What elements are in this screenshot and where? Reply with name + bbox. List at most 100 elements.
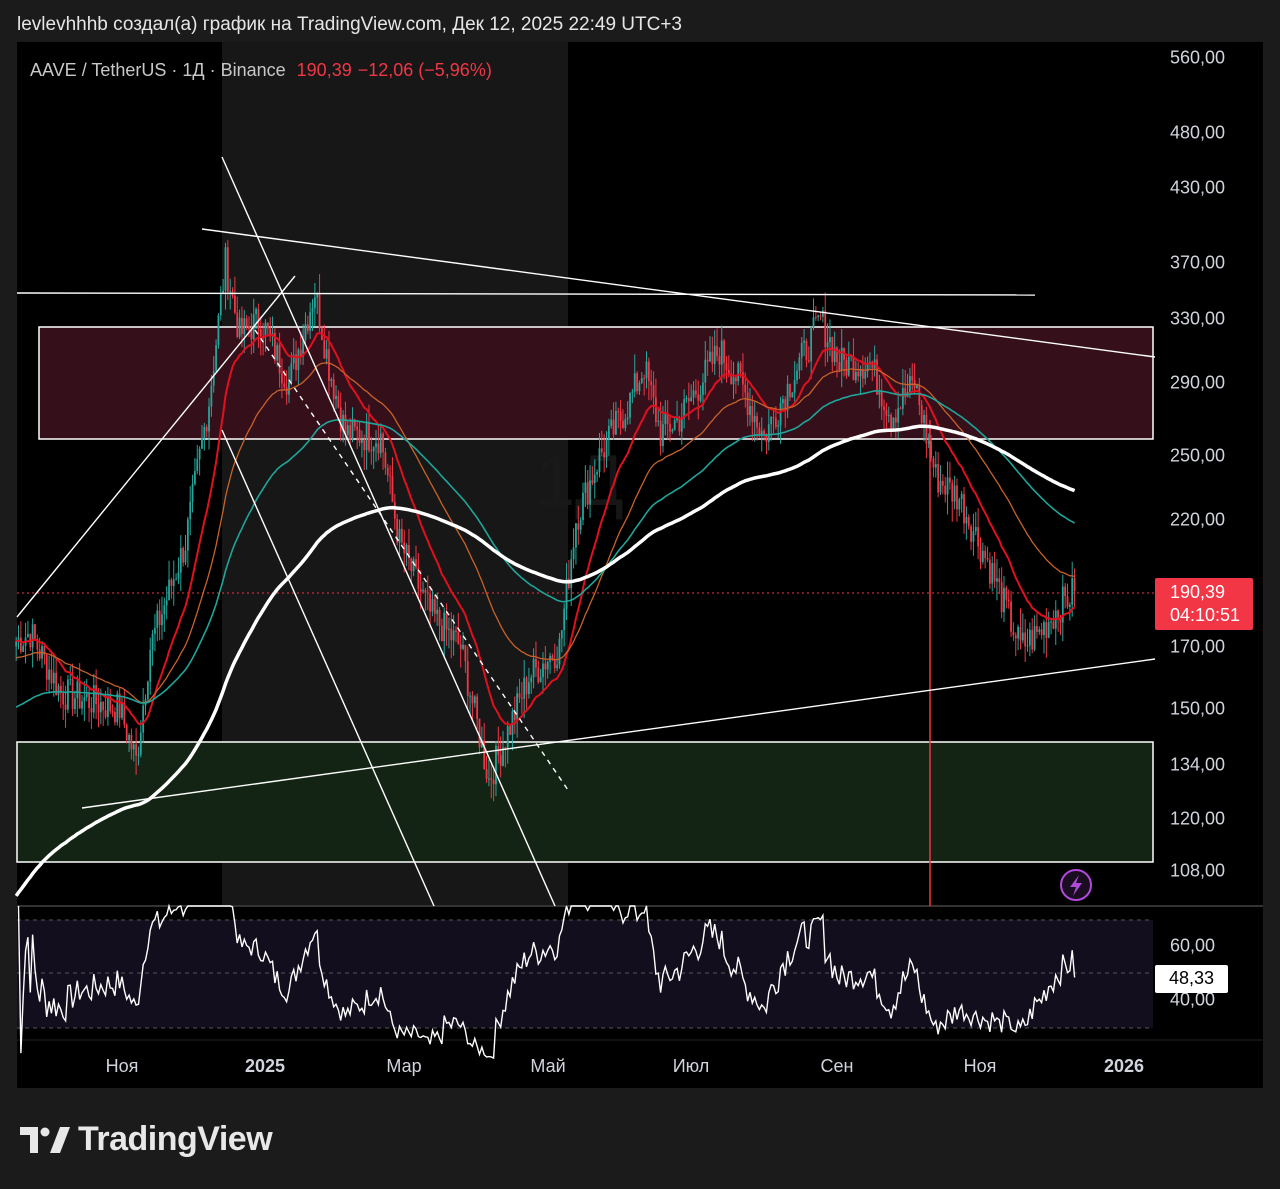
candle [751, 405, 754, 423]
candle [953, 485, 956, 502]
candle [1064, 586, 1067, 597]
candle [607, 425, 610, 440]
candle [986, 557, 989, 560]
candle [518, 693, 521, 698]
candle [814, 317, 817, 319]
candle [560, 630, 563, 639]
candle [737, 363, 740, 382]
candle [779, 403, 782, 426]
candle [386, 467, 389, 476]
candle [1033, 626, 1036, 650]
candle [455, 630, 457, 633]
lightning-icon[interactable] [1060, 869, 1092, 901]
candle [965, 517, 968, 524]
candle [328, 349, 330, 381]
candle [765, 434, 768, 443]
candle [530, 677, 533, 683]
resistance-zone [38, 326, 1154, 440]
candle [758, 427, 761, 436]
candle [76, 681, 79, 699]
candle [894, 417, 897, 423]
candle [786, 383, 789, 411]
time-tick: Мар [386, 1056, 422, 1076]
candle [459, 644, 462, 649]
candle [149, 649, 152, 682]
candle [805, 340, 808, 361]
candle [471, 695, 474, 704]
candle [332, 379, 335, 400]
candle [462, 644, 464, 649]
candle [92, 685, 95, 713]
candle [789, 383, 791, 398]
candle [812, 317, 815, 328]
candle [358, 429, 361, 443]
candle [640, 378, 643, 383]
candle [932, 458, 935, 468]
candle [513, 711, 516, 721]
time-tick: 2026 [1103, 1056, 1145, 1076]
price-tick: 330,00 [1170, 308, 1226, 329]
candle [546, 661, 549, 670]
candle [739, 363, 742, 373]
candle [391, 475, 394, 502]
candle [991, 563, 994, 584]
candle [861, 369, 864, 379]
candle [622, 420, 624, 428]
time-tick: Май [530, 1056, 566, 1076]
candle [290, 363, 293, 382]
candle [154, 627, 156, 634]
tradingview-logo[interactable]: TradingView [20, 1120, 273, 1159]
candle [878, 391, 881, 395]
candle [958, 499, 961, 510]
candle [810, 327, 813, 362]
candle [412, 559, 415, 572]
candle [657, 420, 660, 422]
candle [930, 441, 932, 459]
channel-lower-line [221, 429, 435, 907]
candle [610, 419, 613, 426]
price-tick: 150,00 [1170, 698, 1226, 719]
symbol-name: AAVE / TetherUS · 1Д · Binance [30, 60, 286, 80]
candle [142, 705, 145, 733]
candle [1031, 629, 1034, 650]
candle [598, 448, 601, 473]
candle [309, 312, 312, 331]
candle [74, 698, 76, 710]
candle [593, 474, 596, 484]
candle [918, 385, 921, 406]
candle [269, 328, 272, 336]
candle [57, 685, 60, 696]
candle [1043, 622, 1045, 635]
candle [217, 315, 220, 346]
candle [1073, 578, 1076, 591]
candle [431, 599, 434, 612]
candle [673, 420, 676, 430]
candle [676, 417, 678, 421]
candle [278, 345, 281, 374]
candle [890, 414, 893, 429]
candle [419, 588, 422, 592]
candle [605, 439, 608, 458]
candle [276, 345, 279, 361]
candle [920, 405, 923, 423]
candle [767, 424, 770, 443]
candle [600, 448, 603, 453]
candle [984, 550, 987, 558]
candle [692, 390, 695, 398]
candle [939, 480, 942, 493]
candle [495, 745, 497, 785]
candle [297, 349, 300, 371]
candle [36, 638, 39, 650]
candle [288, 381, 290, 395]
symbol-info[interactable]: AAVE / TetherUS · 1Д · Binance 190,39 −12… [30, 60, 492, 81]
price-tick: 430,00 [1170, 177, 1226, 198]
candle [516, 693, 519, 721]
candle [445, 612, 448, 630]
price-tick: 120,00 [1170, 808, 1226, 829]
candle [483, 740, 486, 769]
candle [944, 485, 947, 495]
candle [617, 411, 620, 413]
candle [52, 672, 55, 684]
candle [970, 526, 972, 542]
